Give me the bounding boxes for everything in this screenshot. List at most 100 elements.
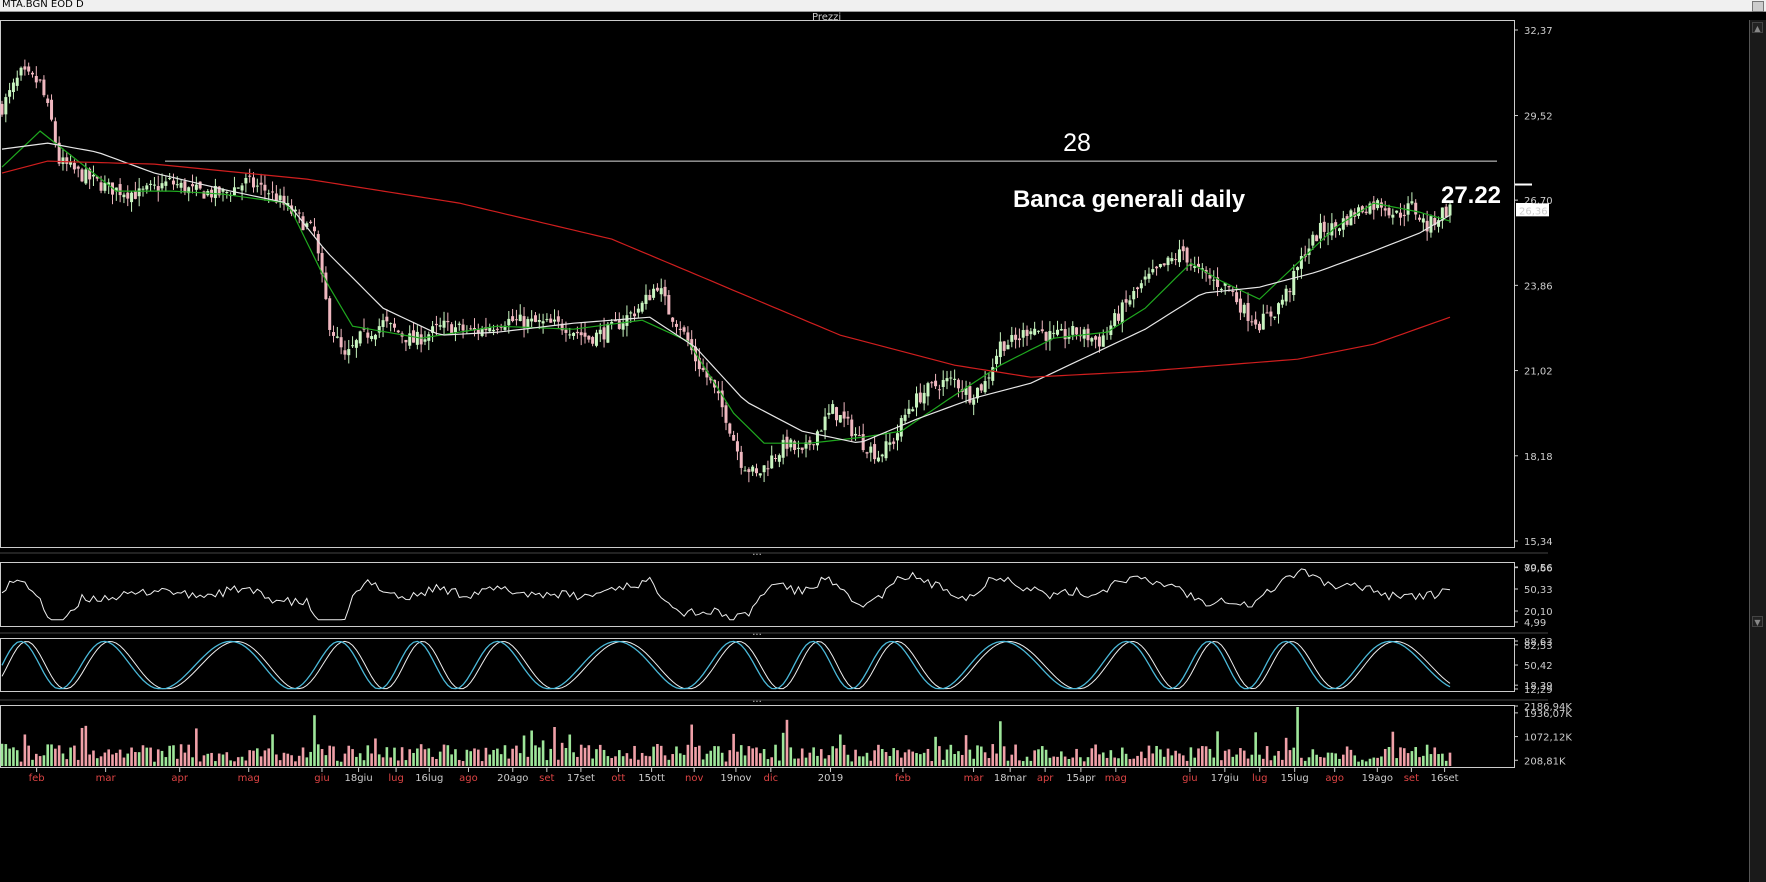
volume-bar [751,748,754,766]
candle-body [1410,201,1414,204]
volume-bar [408,749,412,766]
volume-bar [522,735,526,766]
volume-bars-group [0,707,1452,766]
volume-bar [1185,760,1189,766]
candle-body [1136,287,1140,290]
volume-bar [1079,757,1082,766]
volume-bar [1082,761,1086,766]
candle-body [1425,220,1429,232]
candle-body [1387,207,1391,216]
candle-body [583,332,587,337]
candle-body [404,339,408,343]
candle-body [1261,313,1265,330]
candle-body [320,253,324,275]
volume-bar [1166,748,1170,766]
volume-bar [534,745,537,766]
x-tick-label: set [539,773,554,784]
candle-body [956,379,960,389]
candle-body [659,288,663,295]
volume-bar [557,759,560,766]
volume-bar [225,752,229,766]
volume-bar [95,758,99,766]
x-tick-label: ago [1325,773,1344,784]
volume-bar [46,744,50,766]
scroll-down-arrow-icon[interactable]: ▼ [1752,616,1763,627]
candle-body [335,336,339,338]
candle-body [347,349,351,356]
candle-body [735,441,739,452]
volume-bar [1075,748,1078,766]
candle-body [937,389,941,391]
candle-body [686,332,690,342]
candle-body [804,442,808,449]
volume-bar [305,757,309,766]
candle-body [4,97,8,115]
volume-bar [336,760,339,766]
candle-body [777,455,781,462]
candle-body [232,187,236,196]
volume-bar [1220,760,1223,766]
volume-bar [1063,756,1067,766]
volume-bar [393,747,396,766]
x-tick-label: mar [96,773,117,784]
volume-bar [149,747,152,766]
candle-body [1318,222,1322,239]
volume-bar [244,760,248,766]
volume-bar [1303,760,1307,766]
candle-body [187,187,191,194]
candle-body [339,337,343,348]
candle-body [1250,321,1254,323]
close-button[interactable] [1752,1,1764,12]
volume-bar [252,750,255,766]
volume-bar [1395,758,1398,766]
x-tick-label: ago [459,773,478,784]
scroll-up-arrow-icon[interactable]: ▲ [1752,22,1763,33]
stochastic-panel-frame [0,638,1515,692]
volume-bar [107,749,110,766]
candle-body [419,334,423,345]
volume-bar [377,754,381,766]
vertical-scrollbar[interactable]: ▲ ▼ [1749,20,1766,882]
volume-bar [1143,758,1147,766]
volume-bar [583,747,587,766]
volume-bar [758,753,762,766]
volume-bar [1372,757,1376,766]
volume-bar [160,750,164,766]
volume-bar [1002,746,1006,766]
candle-body [728,423,732,434]
volume-bar [637,759,640,766]
volume-bar [839,734,842,766]
candle-body [747,469,751,473]
volume-bar [1361,759,1364,766]
candle-body [739,451,743,468]
moving-average-line [1,142,1451,444]
volume-bar [652,746,655,766]
volume-bar [1284,737,1288,766]
panel-resize-handle: ... [752,547,762,558]
candle-body [1212,279,1216,281]
candle-body [130,192,134,203]
x-tick-label: 18mar [994,773,1028,784]
candle-body [636,308,640,313]
candle-body [312,226,316,232]
x-tick-label: 16set [1431,773,1459,784]
candle-body [251,177,255,188]
volume-bar [1021,761,1025,766]
candle-body [46,98,50,103]
volume-bar [362,760,366,766]
price-y-tick-label: 32,37 [1524,26,1553,37]
volume-bar [858,756,861,766]
candle-body [564,329,568,333]
candle-body [84,169,88,184]
x-tick-label: 18giu [344,773,372,784]
candle-body [492,329,496,332]
volume-bar [1368,758,1372,766]
osc-y-tick-label: 20,10 [1524,607,1553,618]
volume-bar [431,756,434,766]
volume-bar [1098,754,1101,766]
price-y-tick-label: 21,02 [1524,367,1553,378]
candle-body [1120,302,1124,324]
volume-bar [351,749,354,766]
candle-body [983,381,987,393]
